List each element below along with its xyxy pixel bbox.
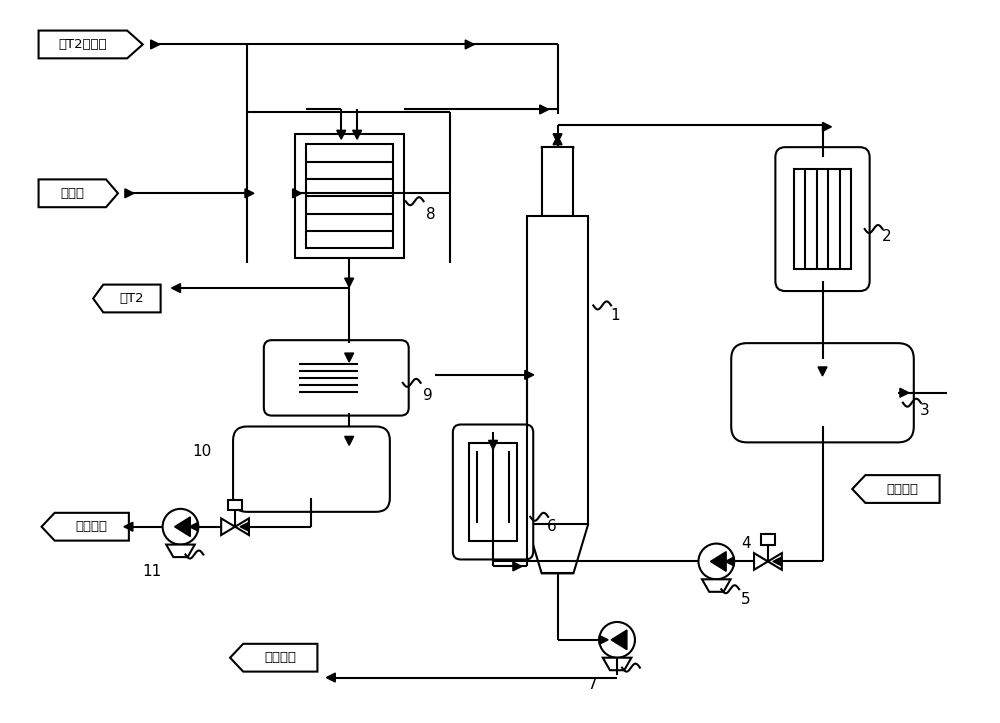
Polygon shape [326,673,335,682]
Polygon shape [553,134,562,142]
Polygon shape [42,513,129,541]
Polygon shape [599,636,608,644]
Text: 去产品罐: 去产品罐 [264,651,296,664]
Polygon shape [353,130,362,140]
Polygon shape [235,518,249,535]
Circle shape [698,544,734,579]
Text: 4: 4 [741,536,751,551]
Polygon shape [240,522,249,531]
Polygon shape [525,370,534,380]
FancyBboxPatch shape [731,343,914,442]
Polygon shape [345,278,354,287]
Text: 9: 9 [423,388,432,403]
Text: 6: 6 [547,519,557,534]
Text: 8: 8 [426,207,435,222]
Polygon shape [773,557,782,566]
Polygon shape [124,522,133,531]
Polygon shape [852,475,940,503]
Polygon shape [603,658,631,670]
Text: 冷进料: 冷进料 [60,187,84,200]
Text: 3: 3 [920,403,929,418]
Polygon shape [725,557,734,566]
Bar [542,147,573,216]
Bar [469,443,517,541]
Polygon shape [702,579,731,592]
Polygon shape [540,105,549,114]
Circle shape [163,509,198,544]
Polygon shape [189,522,198,531]
Text: 自T2塔顶来: 自T2塔顶来 [59,38,107,51]
FancyBboxPatch shape [264,340,409,416]
Text: 2: 2 [882,229,891,244]
Polygon shape [611,630,627,650]
Polygon shape [513,562,522,571]
Polygon shape [39,30,143,59]
Polygon shape [166,544,195,557]
Polygon shape [553,136,562,145]
Text: 去产品罐: 去产品罐 [886,482,918,495]
Bar [527,216,588,523]
Polygon shape [337,130,346,140]
Polygon shape [175,517,190,536]
Bar [306,144,393,249]
Polygon shape [465,40,474,49]
Text: 5: 5 [741,591,751,607]
Polygon shape [900,388,909,397]
Polygon shape [489,440,498,449]
Polygon shape [151,40,160,49]
FancyBboxPatch shape [453,424,533,560]
Polygon shape [768,553,782,570]
FancyBboxPatch shape [233,427,390,512]
Polygon shape [823,122,831,132]
Polygon shape [39,179,118,208]
Circle shape [599,622,635,658]
Text: 7: 7 [587,677,597,692]
Polygon shape [345,353,354,362]
Text: 11: 11 [143,564,162,579]
Polygon shape [230,643,317,672]
Polygon shape [125,189,134,198]
Text: 去产品罐: 去产品罐 [76,521,108,534]
Polygon shape [221,518,235,535]
Polygon shape [172,283,180,293]
Text: 10: 10 [192,444,212,459]
Bar [228,500,242,510]
Polygon shape [710,552,726,571]
FancyBboxPatch shape [775,147,870,291]
Text: 1: 1 [610,308,620,323]
Polygon shape [93,285,161,312]
Polygon shape [293,189,302,198]
Polygon shape [245,189,254,198]
Polygon shape [345,437,354,445]
Polygon shape [754,553,768,570]
Polygon shape [818,367,827,376]
Bar [761,534,775,545]
Bar [794,169,851,269]
Bar [295,134,404,258]
Text: 去T2: 去T2 [120,292,144,305]
